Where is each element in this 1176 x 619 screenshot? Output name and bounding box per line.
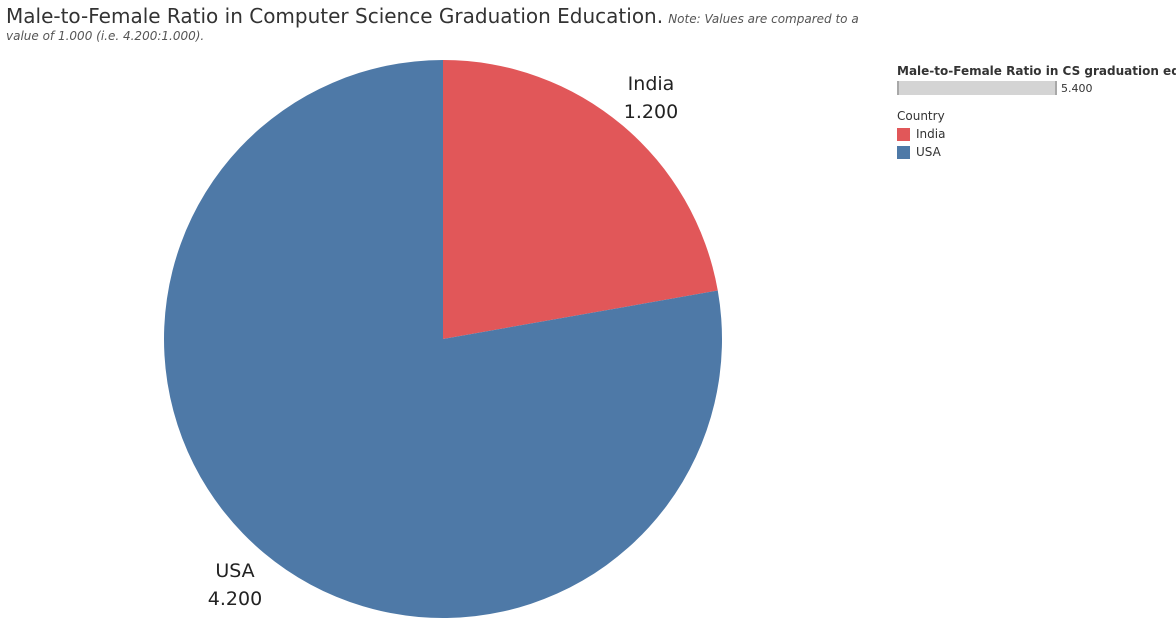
legend-swatch-usa (897, 145, 910, 159)
size-legend-bar (897, 81, 1057, 95)
legend-item-india[interactable]: India (897, 127, 1176, 141)
pie-slice-usa[interactable] (163, 60, 723, 618)
legend-item-usa[interactable]: USA (897, 145, 1176, 159)
pie-labels: India 1.200 USA 4.200 (208, 73, 678, 610)
size-legend-title: Male-to-Female Ratio in CS graduation ed… (897, 64, 1176, 78)
color-legend-title: Country (897, 109, 945, 123)
slice-value-usa: 4.200 (208, 588, 262, 610)
pie-slice-india[interactable] (443, 60, 718, 339)
legend-swatch-india (897, 127, 910, 141)
legend: Male-to-Female Ratio in CS graduation ed… (897, 64, 1176, 159)
color-legend-items: India USA (897, 127, 1176, 159)
slice-value-india: 1.200 (624, 101, 678, 123)
legend-label-usa: USA (916, 145, 941, 159)
slice-label-usa: USA (215, 560, 254, 582)
size-legend-value: 5.400 (1061, 81, 1093, 95)
title-note: Note: Values are compared to a value of … (6, 12, 859, 43)
title-main: Male-to-Female Ratio in Computer Science… (6, 4, 664, 28)
legend-label-india: India (916, 127, 946, 141)
chart-title: Male-to-Female Ratio in Computer Science… (6, 6, 886, 44)
slice-label-india: India (628, 73, 675, 95)
size-legend: 5.400 (897, 81, 1176, 95)
pie-slices (163, 60, 723, 618)
